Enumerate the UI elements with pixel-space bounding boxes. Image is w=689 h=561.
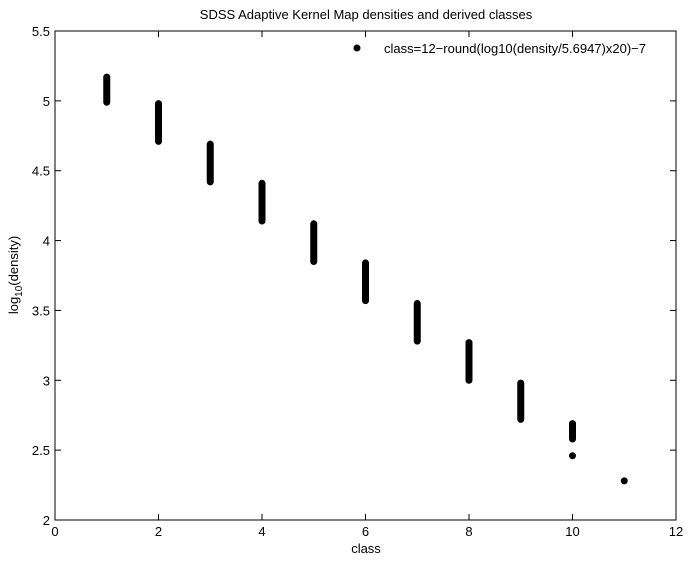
x-tick-label: 2	[155, 524, 162, 539]
y-axis-label-main: log	[6, 297, 21, 314]
legend-label: class=12−round(log10(density/5.6947)x20)…	[384, 41, 646, 56]
y-tick-label: 5.5	[32, 24, 50, 39]
y-tick-label: 4.5	[32, 164, 50, 179]
y-axis-label-tail: (density)	[6, 236, 21, 286]
x-tick-label: 10	[565, 524, 579, 539]
y-axis: 2 2.5 3 3.5 4 4.5 5 5.5	[32, 24, 676, 528]
y-tick-label: 2.5	[32, 443, 50, 458]
data-point	[620, 477, 628, 485]
x-axis-label: class	[351, 541, 381, 556]
y-tick-label: 2	[43, 513, 50, 528]
chart-title: SDSS Adaptive Kernel Map densities and d…	[200, 7, 533, 22]
y-tick-label: 3	[43, 373, 50, 388]
y-axis-label: log10(density)	[6, 236, 25, 314]
y-tick-label: 5	[43, 94, 50, 109]
legend-marker	[353, 44, 361, 52]
x-tick-label: 4	[258, 524, 265, 539]
x-axis: 0 2 4 6 8 10 12	[51, 31, 683, 539]
x-tick-label: 0	[51, 524, 58, 539]
data-series	[103, 73, 628, 485]
legend: class=12−round(log10(density/5.6947)x20)…	[353, 41, 646, 56]
x-tick-label: 6	[362, 524, 369, 539]
y-axis-label-subscript: 10	[14, 285, 25, 297]
y-tick-label: 4	[43, 234, 50, 249]
x-tick-label: 8	[465, 524, 472, 539]
x-tick-label: 12	[669, 524, 683, 539]
data-point	[569, 452, 576, 460]
y-tick-label: 3.5	[32, 303, 50, 318]
